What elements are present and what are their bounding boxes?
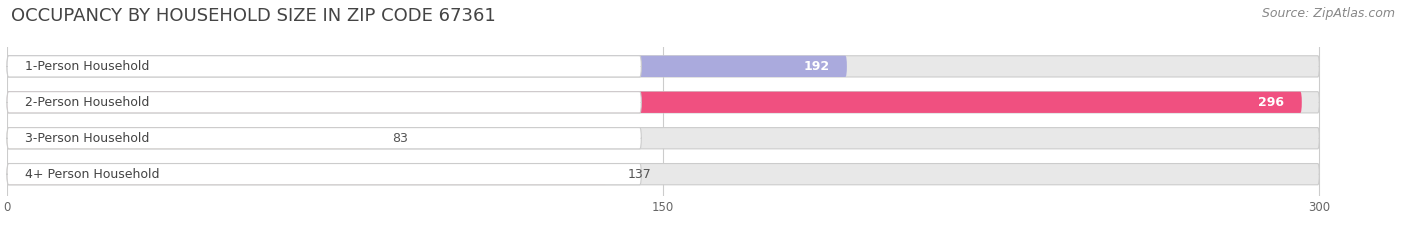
Text: 4+ Person Household: 4+ Person Household [24, 168, 159, 181]
FancyBboxPatch shape [7, 56, 641, 77]
Text: 1-Person Household: 1-Person Household [24, 60, 149, 73]
FancyBboxPatch shape [7, 92, 1319, 113]
Text: 192: 192 [803, 60, 830, 73]
Text: 83: 83 [392, 132, 408, 145]
FancyBboxPatch shape [7, 164, 606, 185]
Text: 3-Person Household: 3-Person Household [24, 132, 149, 145]
FancyBboxPatch shape [7, 128, 1319, 149]
FancyBboxPatch shape [7, 92, 641, 113]
FancyBboxPatch shape [7, 92, 1302, 113]
FancyBboxPatch shape [7, 128, 641, 149]
Text: 2-Person Household: 2-Person Household [24, 96, 149, 109]
FancyBboxPatch shape [7, 56, 1319, 77]
Text: OCCUPANCY BY HOUSEHOLD SIZE IN ZIP CODE 67361: OCCUPANCY BY HOUSEHOLD SIZE IN ZIP CODE … [11, 7, 496, 25]
FancyBboxPatch shape [7, 164, 1319, 185]
FancyBboxPatch shape [7, 128, 370, 149]
FancyBboxPatch shape [7, 56, 846, 77]
Text: Source: ZipAtlas.com: Source: ZipAtlas.com [1261, 7, 1395, 20]
FancyBboxPatch shape [7, 164, 641, 185]
Text: 137: 137 [628, 168, 652, 181]
Text: 296: 296 [1258, 96, 1284, 109]
